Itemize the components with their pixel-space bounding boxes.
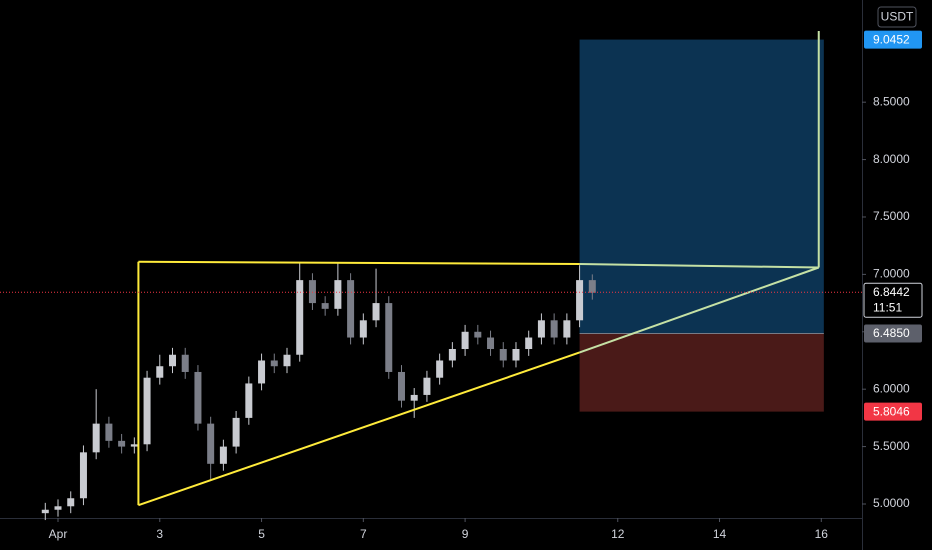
target-label-box [864,30,922,49]
y-tick-label: 7.5000 [873,209,910,223]
y-tick-label: 8.5000 [873,94,910,108]
y-tick-label: 5.0000 [873,496,910,510]
candle-body [512,349,520,361]
candle-body [347,280,355,338]
x-tick-label: 9 [462,527,469,541]
entry-label-box [864,324,922,343]
candle-body [423,377,431,395]
target-zone [579,39,824,334]
candle-body [563,320,571,338]
candle-body [410,394,418,401]
candle-body [219,446,227,464]
y-tick-label: 6.0000 [873,381,910,395]
target-label: 9.0452 [873,32,910,46]
x-tick-label: 12 [611,527,625,541]
candle-body [334,280,342,309]
trend-line [579,266,820,354]
candle-body [359,320,367,338]
x-tick-label: 5 [258,527,265,541]
candle-body [92,423,100,453]
candle-body [270,360,278,367]
candle-body [321,303,329,309]
candle-body [283,354,291,367]
stop-label-box [864,402,922,421]
candle-body [550,320,558,338]
y-tick-label: 7.0000 [873,267,910,281]
last-price-label: 6.8442 [873,285,910,299]
last-price-box [863,282,923,318]
candle-body [474,331,482,338]
candle-body [487,337,495,350]
candle-body [105,423,113,441]
entry-label: 6.4850 [873,326,910,340]
candle-body [308,280,316,304]
trend-line [579,263,819,269]
candle-body [397,371,405,401]
candle-body [588,280,596,293]
candle-body [258,360,266,384]
currency[interactable]: USDT [881,10,914,24]
candle-body [130,444,138,447]
x-tick-label: 3 [156,527,163,541]
x-tick-label: 14 [713,527,727,541]
currency-box[interactable] [877,6,917,28]
candle-body [576,280,584,321]
candle-body [245,383,253,418]
stop-label: 5.8046 [873,404,910,418]
candle-body [194,371,202,424]
candle-body [143,377,151,445]
candle-body [499,349,507,361]
trend-line [138,260,580,266]
trend-line [138,351,580,507]
candle-body [385,303,393,372]
candle-body [118,440,126,447]
candle-body [372,303,380,321]
candle-body [169,354,177,367]
candle-body [461,331,469,350]
stop-zone [579,333,824,412]
candle-body [436,360,444,378]
candle-body [448,349,456,361]
candle-body [525,337,533,350]
x-tick-label: 7 [360,527,367,541]
candle-body [207,423,215,464]
candle-body [54,506,62,510]
candle-body [67,498,75,507]
x-tick-label: Apr [49,527,68,541]
candle-body [181,354,189,372]
y-tick-label: 5.5000 [873,439,910,453]
y-tick-label: 8.0000 [873,152,910,166]
candle-body [537,320,545,338]
candle-body [156,366,164,378]
countdown: 11:51 [873,300,902,314]
candle-body [232,417,240,447]
x-tick-label: 16 [815,527,829,541]
candle-body [296,280,304,355]
candle-body [41,509,49,514]
candle-body [79,452,87,499]
